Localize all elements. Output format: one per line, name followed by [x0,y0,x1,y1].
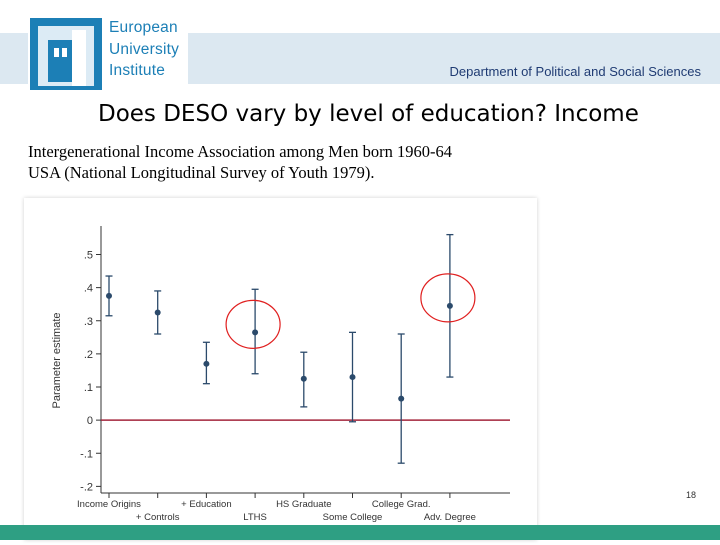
x-tick-label: + Controls [136,512,180,523]
y-tick-label: .1 [84,382,93,394]
x-tick-label: LTHS [243,512,267,523]
logo-wordmark: European University Institute [109,17,179,82]
x-tick-label: Some College [323,512,383,523]
chart-panel: -.2 -.1 0 .1 .2 .3 .4 .5 Parameter estimate Incom… [24,198,537,545]
x-tick-label: Income Origins [77,499,141,510]
estimate-point [106,292,112,299]
estimate-point [154,309,161,316]
y-axis-label: Parameter estimate [51,313,63,409]
estimate-point [300,375,307,382]
y-tick-label: .5 [84,250,93,262]
highlight-circle [225,299,281,349]
highlight-circle [420,273,476,323]
y-tick-label: .2 [84,349,93,361]
eui-logo: European University Institute [28,16,186,94]
y-tick-label: .3 [84,316,93,328]
y-tick-label: .4 [84,283,93,295]
subtitle-line: USA (National Longitudinal Survey of You… [28,163,375,182]
x-tick-label: Adv. Degree [424,512,476,523]
estimate-point [203,360,210,367]
footer-bar [0,525,720,540]
estimate-point [398,395,405,402]
page-number: 18 [686,490,697,500]
logo-line: University [109,40,180,58]
logo-line: European [109,19,178,36]
y-tick-label: -.1 [80,448,93,460]
x-tick-label: + Education [181,499,231,510]
estimate-point [252,329,259,336]
x-tick-label: HS Graduate [276,499,331,510]
subtitle-line: Intergenerational Income Association amo… [28,142,453,161]
estimate-point [446,302,453,309]
header-band [188,33,720,84]
eui-logo-icon [30,18,102,90]
y-tick-label: -.2 [80,481,93,493]
estimate-point [349,374,356,381]
x-tick-label: College Grad. [372,499,431,510]
slide-subtitle: Intergenerational Income Association amo… [28,141,452,183]
department-name: Department of Political and Social Scien… [449,64,701,79]
y-tick-label: 0 [87,415,93,427]
logo-line: Institute [109,62,166,79]
coefficient-plot: -.2 -.1 0 .1 .2 .3 .4 .5 Parameter estimate Incom… [51,226,510,545]
header-band-left [0,33,28,84]
slide-title: Does DESO vary by level of education? In… [98,101,639,127]
